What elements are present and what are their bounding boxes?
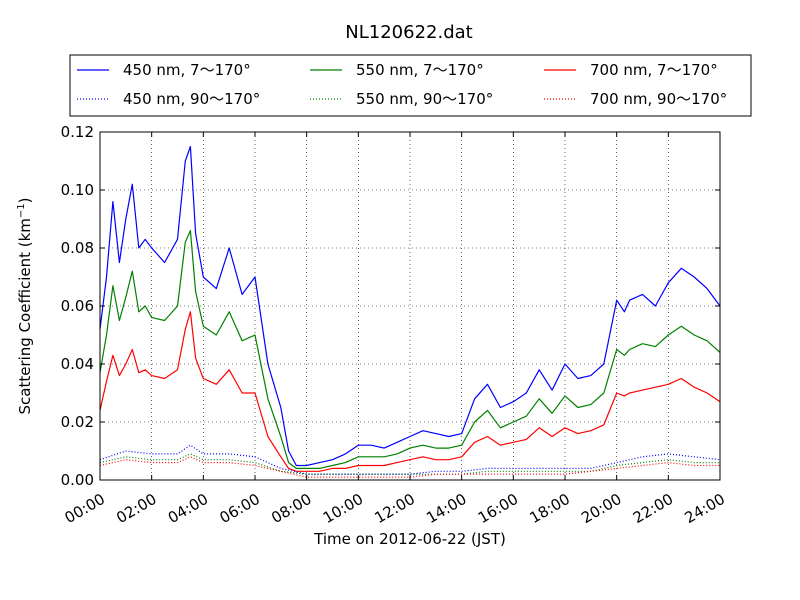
legend-label-5: 550 nm, 90～170° [356, 90, 493, 108]
legend-label-6: 700 nm, 90～170° [590, 90, 727, 108]
ticks: 00:00 02:00 04:00 06:00 08:00 10:00 12:00 14:00… [61, 123, 728, 527]
series-line-2 [99, 230, 721, 469]
y-tick-label: 0.12 [61, 123, 94, 141]
series-line-1 [99, 145, 721, 467]
x-axis-label: Time on 2012-06-22 (JST) [313, 530, 506, 548]
y-tick-label: 0.02 [61, 413, 94, 431]
series-line-3 [99, 311, 721, 472]
x-tick-label: 16:00 [475, 490, 521, 527]
legend-box [69, 54, 752, 117]
legend-label-2: 550 nm, 7～170° [356, 61, 484, 79]
x-tick-label: 12:00 [372, 490, 418, 527]
grid [100, 132, 720, 480]
y-tick-label: 0.08 [61, 239, 94, 257]
y-tick-label: 0.04 [61, 355, 94, 373]
x-tick-label: 10:00 [320, 490, 366, 527]
legend-label-1: 450 nm, 7～170° [123, 61, 251, 79]
legend-label-4: 450 nm, 90～170° [123, 90, 260, 108]
y-tick-label: 0.10 [61, 181, 94, 199]
x-tick-label: 18:00 [527, 490, 573, 527]
x-tick-label: 20:00 [578, 490, 624, 527]
x-tick-label: 04:00 [165, 490, 211, 527]
x-tick-label: 14:00 [423, 490, 469, 527]
y-axis-label-sup: −1 [16, 203, 27, 218]
x-tick-label: 02:00 [113, 490, 159, 527]
x-tick-label: 06:00 [217, 490, 263, 527]
y-axis-label-main: Scattering Coefficient (km [16, 218, 34, 414]
legend-label-3: 700 nm, 7～170° [590, 61, 718, 79]
legend: 450 nm, 7～170° 550 nm, 7～170° 700 nm, 7～17… [69, 54, 752, 117]
x-tick-label: 00:00 [62, 490, 108, 527]
x-tick-label: 24:00 [682, 490, 728, 527]
y-axis-label-close: ) [16, 197, 34, 203]
y-tick-label: 0.00 [61, 471, 94, 489]
y-tick-label: 0.06 [61, 297, 94, 315]
y-axis-label: Scattering Coefficient (km−1) [16, 197, 34, 414]
x-tick-label: 08:00 [268, 490, 314, 527]
chart-title: NL120622.dat [345, 22, 472, 43]
series-layer [99, 145, 721, 478]
x-tick-label: 22:00 [630, 490, 676, 527]
